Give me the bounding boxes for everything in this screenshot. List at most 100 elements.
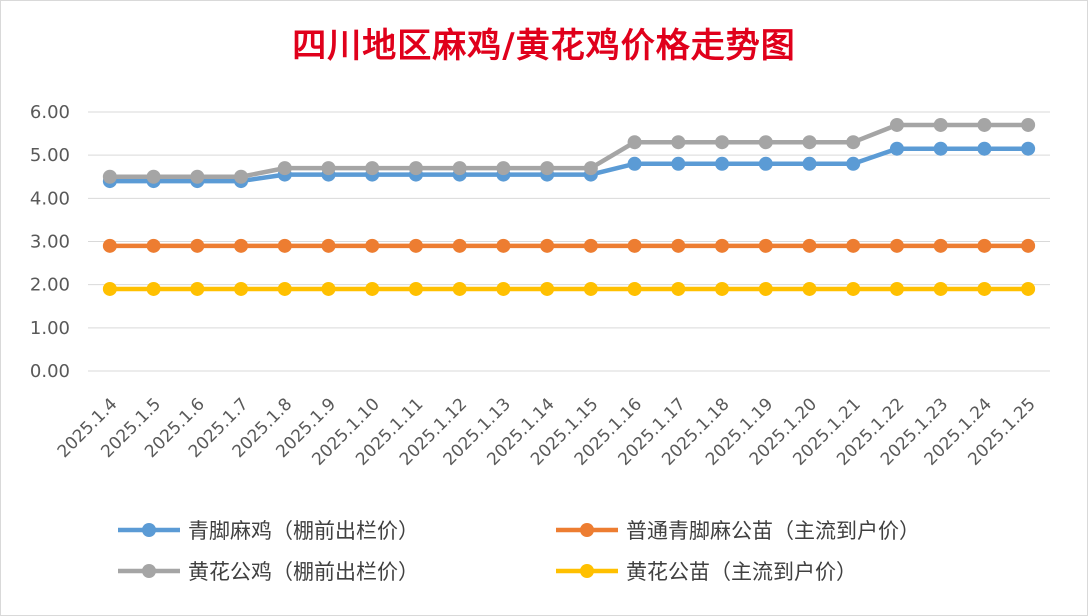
- data-point: [365, 281, 380, 296]
- data-point: [452, 281, 467, 296]
- data-point: [977, 281, 992, 296]
- data-point: [802, 281, 817, 296]
- data-point: [846, 281, 861, 296]
- legend-marker: [580, 523, 594, 537]
- data-point: [715, 281, 730, 296]
- data-point: [846, 135, 861, 150]
- data-point: [452, 238, 467, 253]
- data-point: [758, 135, 773, 150]
- data-point: [102, 281, 117, 296]
- data-point: [933, 238, 948, 253]
- data-point: [277, 238, 292, 253]
- data-point: [627, 135, 642, 150]
- data-point: [321, 281, 336, 296]
- legend-label: 普通青脚麻公苗（主流到户价）: [626, 519, 920, 543]
- data-point: [540, 161, 555, 176]
- data-point: [889, 117, 904, 132]
- legend-item: 黄花公鸡（棚前出栏价）: [118, 560, 419, 584]
- data-point: [715, 135, 730, 150]
- chart-title: 四川地区麻鸡/黄花鸡价格走势图: [292, 26, 796, 66]
- data-point: [933, 117, 948, 132]
- legend-label: 青脚麻鸡（棚前出栏价）: [188, 519, 419, 543]
- legend-item: 普通青脚麻公苗（主流到户价）: [556, 519, 920, 543]
- data-point: [146, 169, 161, 184]
- data-point: [802, 156, 817, 171]
- y-tick-label: 0.00: [30, 361, 70, 382]
- data-point: [802, 238, 817, 253]
- data-point: [977, 141, 992, 156]
- data-point: [758, 281, 773, 296]
- legend-marker: [580, 564, 594, 578]
- data-point: [715, 156, 730, 171]
- legend: 青脚麻鸡（棚前出栏价） 普通青脚麻公苗（主流到户价） 黄花公鸡（棚前出栏价） 黄花公苗…: [118, 519, 920, 584]
- y-tick-label: 4.00: [30, 188, 70, 209]
- data-point: [802, 135, 817, 150]
- data-point: [102, 169, 117, 184]
- gridlines: [88, 111, 1050, 372]
- data-point: [1021, 238, 1036, 253]
- legend-item: 青脚麻鸡（棚前出栏价）: [118, 519, 419, 543]
- y-tick-label: 6.00: [30, 102, 70, 123]
- data-point: [889, 238, 904, 253]
- data-point: [671, 156, 686, 171]
- legend-label: 黄花公鸡（棚前出栏价）: [188, 560, 419, 584]
- data-point: [1021, 281, 1036, 296]
- data-point: [540, 281, 555, 296]
- data-point: [102, 238, 117, 253]
- series-layer: [102, 117, 1036, 296]
- series-3: [102, 281, 1036, 296]
- legend-label: 黄花公苗（主流到户价）: [626, 560, 857, 584]
- legend-item: 黄花公苗（主流到户价）: [556, 560, 857, 584]
- series-line: [109, 122, 1029, 179]
- data-point: [583, 238, 598, 253]
- data-point: [234, 169, 249, 184]
- data-point: [846, 238, 861, 253]
- data-point: [277, 281, 292, 296]
- x-axis-ticks: 2025.1.42025.1.52025.1.62025.1.72025.1.8…: [54, 394, 1040, 469]
- data-point: [234, 238, 249, 253]
- data-point: [321, 161, 336, 176]
- data-point: [408, 281, 423, 296]
- data-point: [671, 281, 686, 296]
- data-point: [933, 281, 948, 296]
- data-point: [408, 238, 423, 253]
- data-point: [583, 281, 598, 296]
- data-point: [365, 238, 380, 253]
- data-point: [846, 156, 861, 171]
- y-tick-label: 3.00: [30, 232, 70, 253]
- y-tick-label: 2.00: [30, 275, 70, 296]
- legend-marker: [142, 523, 156, 537]
- data-point: [496, 281, 511, 296]
- data-point: [277, 161, 292, 176]
- data-point: [496, 161, 511, 176]
- legend-marker: [142, 564, 156, 578]
- data-point: [146, 238, 161, 253]
- data-point: [758, 156, 773, 171]
- data-point: [627, 156, 642, 171]
- data-point: [1021, 117, 1036, 132]
- data-point: [190, 169, 205, 184]
- data-point: [540, 238, 555, 253]
- series-2: [102, 117, 1036, 184]
- data-point: [715, 238, 730, 253]
- y-axis-ticks: 0.00 1.00 2.00 3.00 4.00 5.00 6.00: [30, 102, 70, 382]
- data-point: [146, 281, 161, 296]
- data-point: [452, 161, 467, 176]
- data-point: [977, 117, 992, 132]
- data-point: [627, 238, 642, 253]
- data-point: [758, 238, 773, 253]
- data-point: [671, 238, 686, 253]
- data-point: [977, 238, 992, 253]
- data-point: [583, 161, 598, 176]
- data-point: [365, 161, 380, 176]
- data-point: [190, 238, 205, 253]
- data-point: [889, 141, 904, 156]
- series-line: [109, 146, 1029, 184]
- data-point: [190, 281, 205, 296]
- data-point: [671, 135, 686, 150]
- y-tick-label: 1.00: [30, 318, 70, 339]
- data-point: [321, 238, 336, 253]
- data-point: [889, 281, 904, 296]
- y-tick-label: 5.00: [30, 145, 70, 166]
